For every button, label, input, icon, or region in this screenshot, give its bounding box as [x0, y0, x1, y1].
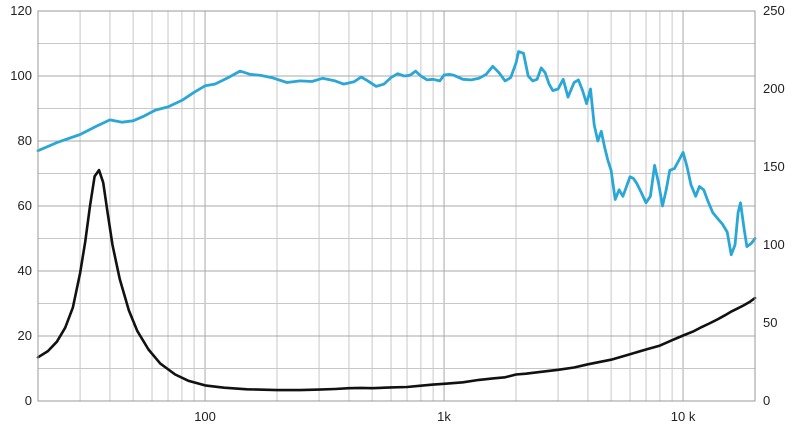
series-line-black [36, 168, 757, 392]
left-tick-label: 60 [18, 198, 32, 213]
x-tick-label: 10 k [671, 409, 696, 424]
left-tick-label: 80 [18, 133, 32, 148]
left-tick-label: 0 [25, 393, 32, 408]
x-tick-label: 1k [437, 409, 451, 424]
right-tick-label: 0 [763, 393, 770, 408]
left-tick-label: 120 [10, 3, 32, 18]
x-axis-ticks: 100 1k 10 k [194, 409, 696, 424]
plot-frame [37, 10, 756, 402]
right-tick-label: 150 [763, 159, 785, 174]
right-tick-label: 100 [763, 237, 785, 252]
right-tick-label: 50 [763, 315, 777, 330]
x-tick-label: 100 [194, 409, 216, 424]
left-tick-label: 40 [18, 263, 32, 278]
right-axis-ticks: 0 50 100 150 200 250 [763, 3, 785, 408]
right-tick-label: 200 [763, 81, 785, 96]
right-tick-label: 250 [763, 3, 785, 18]
series-lines [36, 50, 757, 392]
left-tick-label: 100 [10, 68, 32, 83]
series-line-cyan [36, 50, 757, 257]
left-tick-label: 20 [18, 328, 32, 343]
left-axis-ticks: 0 20 40 60 80 100 120 [10, 3, 32, 408]
